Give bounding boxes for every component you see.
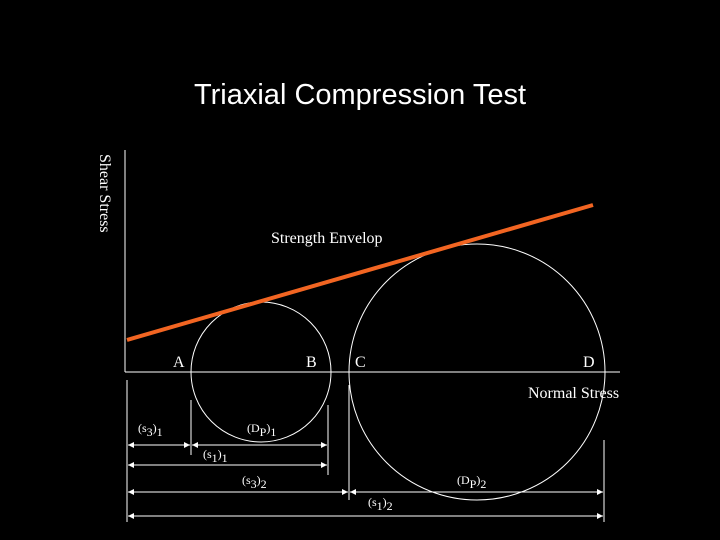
dimension-label: (DP)2 bbox=[457, 473, 486, 491]
strength-envelope bbox=[126, 203, 594, 342]
subscript: 1 bbox=[212, 451, 218, 465]
text: ) bbox=[476, 473, 480, 487]
dimension-labels: (s3)1 (DP)1(s1)1(s3)2 (DP)2(s1)2 bbox=[138, 421, 486, 513]
mohr-circle bbox=[348, 243, 606, 501]
dimension-label: (s1)2 bbox=[368, 495, 393, 513]
dimension-label: (s1)1 bbox=[203, 447, 228, 465]
x-axis-label: Normal Stress bbox=[528, 385, 619, 402]
dimension-label: (s3)2 bbox=[242, 473, 267, 491]
text: (D bbox=[247, 421, 260, 435]
text: (s bbox=[368, 495, 377, 509]
text: (s bbox=[242, 473, 251, 487]
point-label: B bbox=[306, 354, 317, 371]
text: (D bbox=[457, 473, 470, 487]
text: ) bbox=[266, 421, 270, 435]
subscript: 1 bbox=[157, 425, 163, 439]
text: (s bbox=[138, 421, 147, 435]
title: Triaxial Compression Test bbox=[194, 79, 526, 111]
text: ) bbox=[153, 421, 157, 435]
subscript: 2 bbox=[480, 477, 486, 491]
subscript: P bbox=[260, 425, 267, 439]
subscript: 2 bbox=[261, 477, 267, 491]
dimension-label: (s3)1 bbox=[138, 421, 163, 439]
envelope-label: Strength Envelop bbox=[271, 230, 383, 247]
text: ) bbox=[257, 473, 261, 487]
subscript: 1 bbox=[270, 425, 276, 439]
dimension-label: (DP)1 bbox=[247, 421, 276, 439]
y-axis-label: Shear Stress bbox=[96, 154, 113, 233]
text: (s bbox=[203, 447, 212, 461]
subscript: 2 bbox=[387, 499, 393, 513]
subscript: 1 bbox=[377, 499, 383, 513]
text: ) bbox=[218, 447, 222, 461]
point-label: A bbox=[173, 354, 185, 371]
subscript: P bbox=[470, 477, 477, 491]
subscript: 3 bbox=[251, 477, 257, 491]
subscript: 1 bbox=[222, 451, 228, 465]
point-label: C bbox=[355, 354, 366, 371]
dimension-lines bbox=[126, 380, 605, 522]
text: ) bbox=[383, 495, 387, 509]
subscript: 3 bbox=[147, 425, 153, 439]
point-label: D bbox=[583, 354, 595, 371]
